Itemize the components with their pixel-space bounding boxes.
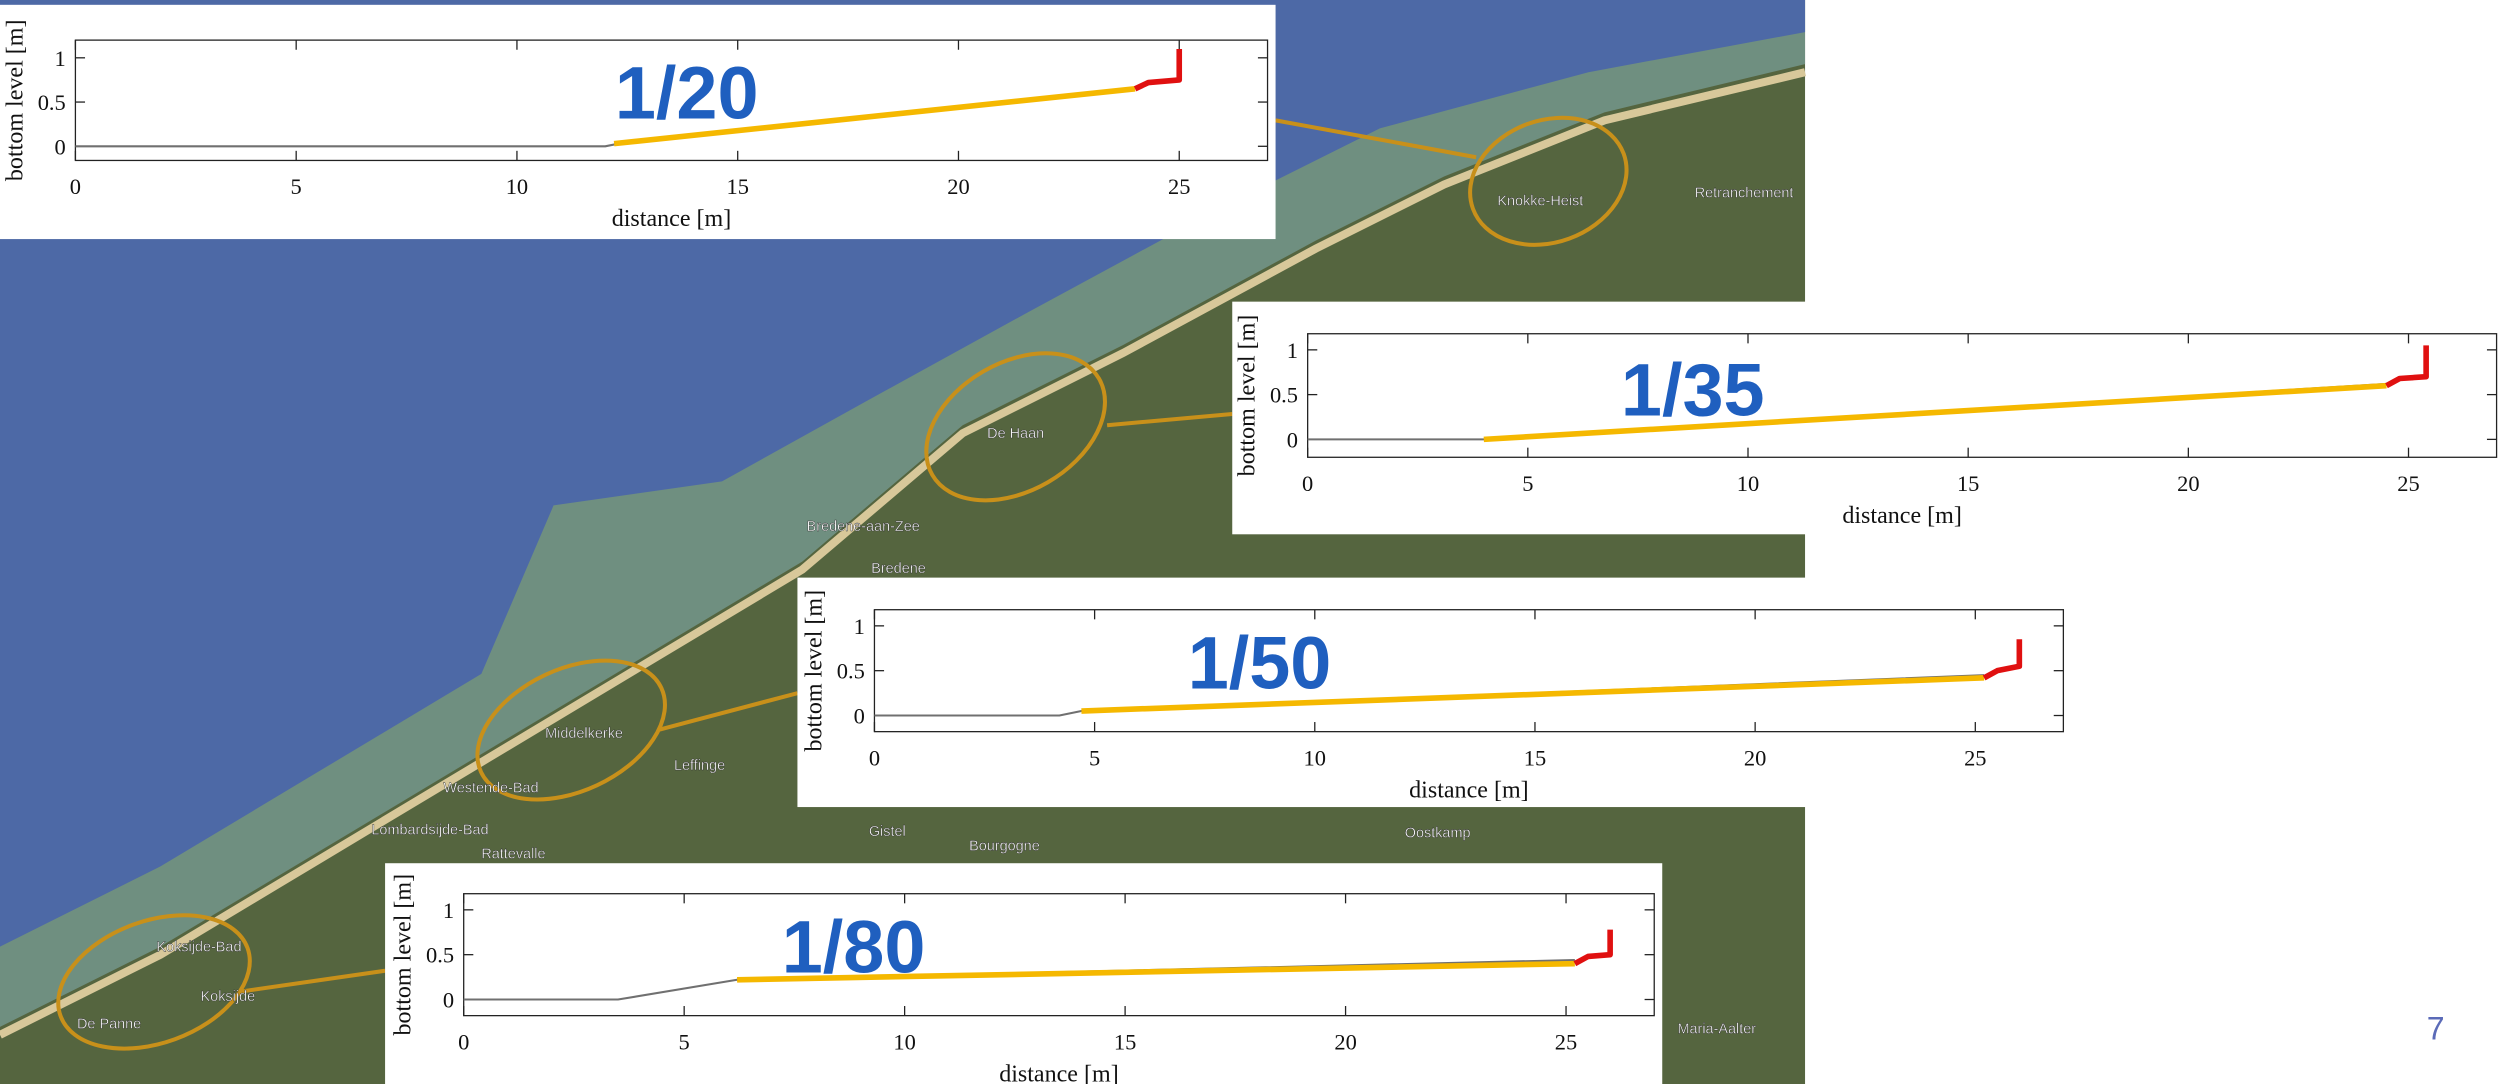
y-tick-label: 0.5 <box>426 943 454 968</box>
map-label: Lombardsijde-Bad <box>371 822 488 838</box>
x-tick-label: 0 <box>869 745 880 770</box>
x-tick-label: 10 <box>1304 745 1326 770</box>
map-label: Westende-Bad <box>443 781 538 797</box>
map-label: Rattevalle <box>481 846 545 862</box>
x-tick-label: 10 <box>506 174 528 199</box>
slope-annotation: 1/50 <box>1188 621 1332 704</box>
x-axis-label: distance [m] <box>1842 503 1962 529</box>
chart-background <box>797 578 2065 807</box>
slope-annotation: 1/80 <box>782 905 926 988</box>
y-axis-label: bottom level [m] <box>2 19 28 181</box>
map-label: Bredene-aan-Zee <box>807 519 920 535</box>
map-label: De Haan <box>987 426 1044 442</box>
slide: Knokke-Heist Retranchement De Haan Bredene-… <box>0 0 2503 1084</box>
x-tick-label: 20 <box>1334 1029 1356 1054</box>
y-axis-label: bottom level [m] <box>1235 315 1261 477</box>
map-label: Knokke-Heist <box>1497 193 1583 209</box>
x-tick-label: 15 <box>1957 471 1979 496</box>
map-label: Leffinge <box>674 758 725 774</box>
x-tick-label: 25 <box>1555 1029 1577 1054</box>
x-tick-label: 0 <box>458 1029 469 1054</box>
y-tick-label: 1 <box>55 46 66 71</box>
y-tick-label: 0 <box>55 134 66 159</box>
chart: 0 5 10 15 20 25 0 0.5 1 distance [m] bottom level … <box>1232 302 2503 535</box>
y-tick-label: 0 <box>1287 427 1298 452</box>
map-label: Bourgogne <box>969 838 1040 854</box>
x-tick-label: 15 <box>1524 745 1546 770</box>
x-axis-label: distance [m] <box>999 1061 1119 1084</box>
map-label: De Panne <box>77 1016 141 1032</box>
x-tick-label: 5 <box>291 174 302 199</box>
x-tick-label: 0 <box>1302 471 1313 496</box>
x-tick-label: 20 <box>2177 471 2199 496</box>
x-tick-label: 5 <box>1089 745 1100 770</box>
x-axis-label: distance [m] <box>1409 777 1529 803</box>
y-axis-label: bottom level [m] <box>391 874 417 1036</box>
y-tick-label: 0 <box>443 988 454 1013</box>
map-label: Oostkamp <box>1405 826 1471 842</box>
x-axis-label: distance [m] <box>612 206 732 232</box>
map-label: Maria-Aalter <box>1677 1021 1756 1037</box>
x-tick-label: 10 <box>1737 471 1759 496</box>
y-tick-label: 0.5 <box>1270 383 1298 408</box>
y-tick-label: 1 <box>1287 338 1298 363</box>
x-tick-label: 20 <box>947 174 969 199</box>
y-tick-label: 1 <box>443 898 454 923</box>
x-tick-label: 15 <box>1114 1029 1136 1054</box>
chart: 0 5 10 15 20 25 0 0.5 1 distance [m] bottom level … <box>385 863 1662 1084</box>
y-axis-label: bottom level [m] <box>801 590 827 752</box>
map-label: Bredene <box>871 561 926 577</box>
map-label: Koksijde <box>201 989 256 1005</box>
map-label: Retranchement <box>1695 185 1794 201</box>
slope-annotation: 1/20 <box>615 52 759 135</box>
x-tick-label: 10 <box>893 1029 915 1054</box>
slope-annotation: 1/35 <box>1621 349 1765 432</box>
x-tick-label: 15 <box>726 174 748 199</box>
chart: 0 5 10 15 20 25 0 0.5 1 distance [m] bottom level … <box>797 578 2065 807</box>
y-tick-label: 0 <box>854 704 865 729</box>
y-tick-label: 1 <box>854 614 865 639</box>
map-label: Koksijde-Bad <box>156 939 241 955</box>
y-tick-label: 0.5 <box>38 90 66 115</box>
x-tick-label: 5 <box>1522 471 1533 496</box>
x-tick-label: 5 <box>679 1029 690 1054</box>
map-label: Middelkerke <box>545 726 623 742</box>
y-tick-label: 0.5 <box>837 659 865 684</box>
chart: 0 5 10 15 20 25 0 0.5 1 distance [m] bottom level … <box>0 5 1276 239</box>
map-label: Gistel <box>869 824 906 840</box>
x-tick-label: 0 <box>70 174 81 199</box>
x-tick-label: 25 <box>1168 174 1190 199</box>
x-tick-label: 20 <box>1744 745 1766 770</box>
slide-number: 7 <box>2427 1011 2445 1047</box>
x-tick-label: 25 <box>2397 471 2419 496</box>
x-tick-label: 25 <box>1964 745 1986 770</box>
